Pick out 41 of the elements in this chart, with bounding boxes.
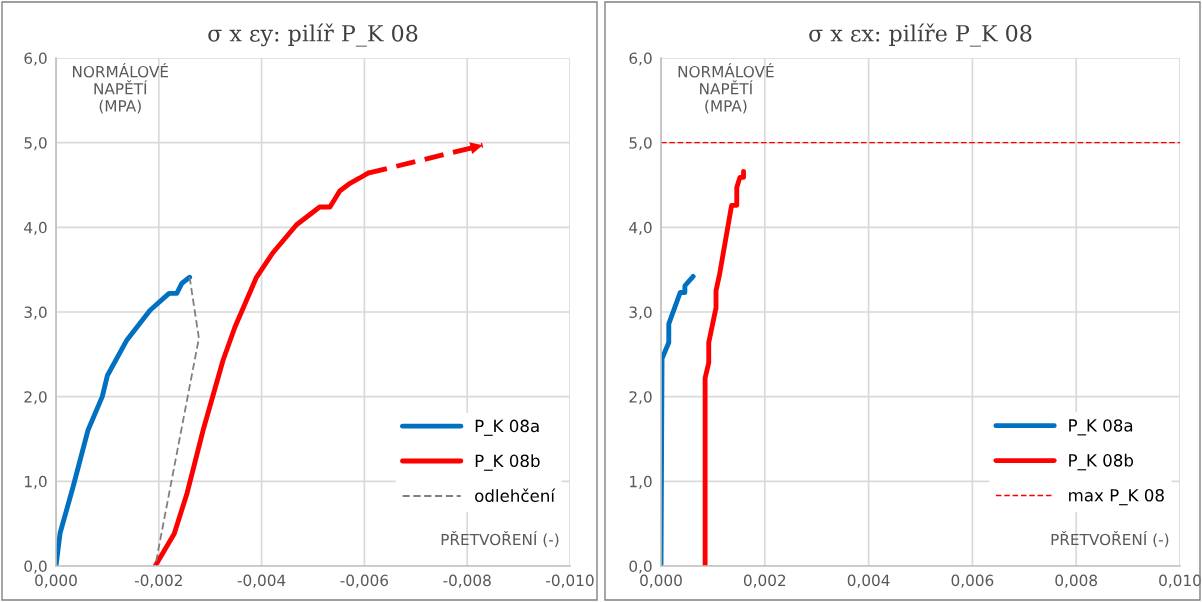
y-tick-label: 3,0 [629,306,652,320]
legend-label: P_K 08b [1069,453,1134,471]
chart-title: σ x εy: pilíř P_K 08 [208,23,418,47]
y-axis-title: NORMÁLOVÉ NAPĚTÍ (MPA) [72,63,169,114]
y-tick-label: 0,0 [24,560,47,574]
y-tick-label: 5,0 [629,137,652,151]
x-tick-label: -0,002 [134,574,182,588]
x-tick-label: 0,006 [951,574,994,588]
y-axis-title: NORMÁLOVÉ NAPĚTÍ (MPA) [678,63,774,114]
line-series [56,274,193,566]
y-tick-label: 6,0 [629,52,652,66]
y-tick-label: 3,0 [24,306,47,320]
legend-label: P_K 08a [1069,419,1133,436]
x-tick-label: -0,008 [443,574,491,588]
legend-label: odlehčení [475,488,556,503]
y-tick-label: 6,0 [24,52,47,66]
y-tick-label: 2,0 [629,391,652,405]
y-tick-label: 4,0 [629,221,652,235]
chart-title: σ x εx: pilíře P_K 08 [809,23,1032,47]
y-tick-label: 1,0 [630,475,652,489]
y-tick-label: 0,0 [629,560,652,574]
x-tick-label: 0,000 [35,574,77,588]
legend-label: max P_K 08 [1069,488,1164,506]
x-axis-title: PŘETVOŘENÍ (-) [1051,530,1169,548]
y-tick-label: 5,0 [24,137,47,151]
x-tick-label: 0,004 [847,574,890,588]
line-series [702,169,746,566]
x-tick-label: -0,010 [546,574,594,588]
y-tick-label: 2,0 [24,391,47,405]
y-tick-label: 4,0 [24,221,47,235]
x-tick-label: 0,000 [640,574,682,588]
x-tick-label: -0,006 [340,574,389,588]
x-tick-label: 0,010 [1159,574,1201,588]
x-tick-label: 0,008 [1055,574,1098,588]
x-tick-label: 0,002 [743,574,786,588]
x-axis-title: PŘETVOŘENÍ (-) [441,530,559,548]
x-tick-label: -0,004 [237,574,286,588]
y-tick-label: 1,0 [25,475,47,489]
legend-label: P_K 08b [475,454,540,471]
legend-label: P_K 08a [475,419,539,436]
line-series [661,274,696,566]
